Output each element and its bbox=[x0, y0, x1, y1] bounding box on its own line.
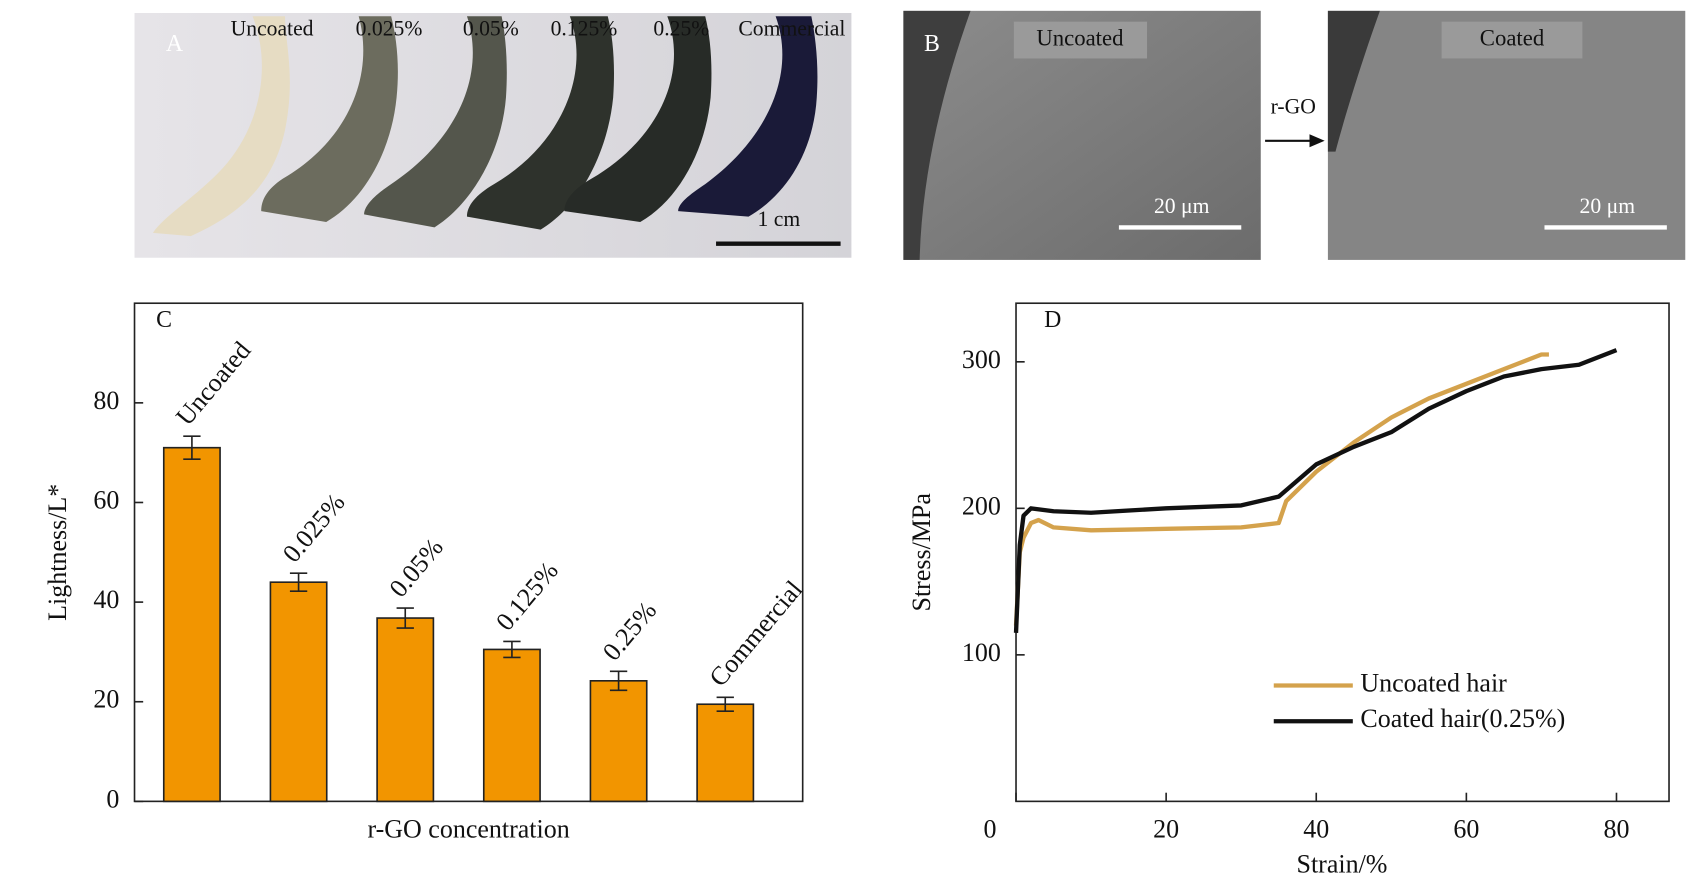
sem-edge bbox=[903, 10, 971, 260]
sample-label: 0.05% bbox=[463, 16, 519, 40]
bar bbox=[269, 581, 328, 803]
panel-label: C bbox=[156, 307, 172, 333]
sample-label: 0.125% bbox=[551, 16, 618, 40]
bar bbox=[162, 446, 221, 803]
series-line bbox=[1013, 348, 1618, 633]
arrow-label: r-GO bbox=[1271, 94, 1316, 118]
plot-frame bbox=[133, 302, 804, 803]
bar bbox=[696, 703, 755, 803]
arrow-head bbox=[1309, 134, 1325, 148]
x-tick-label: 60 bbox=[1453, 815, 1479, 844]
panel-label: B bbox=[924, 31, 940, 57]
label-box bbox=[1013, 21, 1148, 59]
bar bbox=[589, 680, 648, 803]
x-tick-label: 20 bbox=[1153, 815, 1179, 844]
y-tick-label: 0 bbox=[106, 784, 119, 813]
sample-label: 0.25% bbox=[653, 16, 709, 40]
label-box bbox=[1441, 21, 1583, 59]
plot-frame bbox=[1015, 302, 1670, 803]
x-axis-label: Strain/% bbox=[1297, 849, 1388, 878]
y-tick-label: 300 bbox=[962, 345, 1001, 374]
error-bar bbox=[716, 696, 734, 713]
y-tick-label: 60 bbox=[93, 485, 119, 514]
error-bar bbox=[609, 670, 628, 692]
series-line bbox=[1013, 352, 1549, 626]
x-tick-label: 0 bbox=[984, 815, 997, 844]
image-label: Coated bbox=[1480, 25, 1545, 50]
bar-label: 0.05% bbox=[384, 533, 449, 603]
x-tick-label: 80 bbox=[1603, 815, 1629, 844]
scale-label: 20 μm bbox=[1580, 194, 1636, 218]
sample-label: 0.025% bbox=[356, 16, 423, 40]
hair-tufts bbox=[152, 16, 818, 237]
y-tick-label: 20 bbox=[93, 685, 119, 714]
error-bar bbox=[503, 640, 521, 659]
y-tick-label: 80 bbox=[93, 386, 119, 415]
bar-label: Uncoated bbox=[170, 336, 256, 431]
panel-label: D bbox=[1044, 307, 1061, 333]
bar-label: 0.25% bbox=[597, 596, 662, 666]
bar-label: 0.125% bbox=[490, 556, 564, 636]
y-axis-label: Stress/MPa bbox=[907, 493, 936, 612]
y-tick-label: 40 bbox=[93, 585, 119, 614]
sem-edge bbox=[1327, 10, 1380, 152]
bar bbox=[482, 648, 541, 803]
error-bar bbox=[289, 572, 308, 592]
legend-label: Coated hair(0.25%) bbox=[1360, 704, 1565, 733]
image-label: Uncoated bbox=[1036, 25, 1124, 50]
scale-label: 20 μm bbox=[1154, 194, 1210, 218]
panel-label: A bbox=[166, 31, 184, 57]
legend-label: Uncoated hair bbox=[1360, 668, 1507, 697]
y-tick-label: 200 bbox=[962, 491, 1001, 520]
sample-label: Uncoated bbox=[231, 16, 314, 40]
x-tick-label: 40 bbox=[1303, 815, 1329, 844]
sample-label: Commercial bbox=[738, 16, 845, 40]
bar bbox=[376, 617, 435, 803]
error-bar bbox=[183, 435, 201, 460]
y-axis-label: Lightness/L* bbox=[43, 484, 72, 621]
scale-label: 1 cm bbox=[758, 207, 801, 231]
error-bar bbox=[396, 607, 414, 629]
y-tick-label: 100 bbox=[962, 638, 1001, 667]
bar-label: Commercial bbox=[704, 575, 809, 692]
x-axis-label: r-GO concentration bbox=[367, 815, 569, 844]
bar-label: 0.025% bbox=[277, 488, 351, 568]
